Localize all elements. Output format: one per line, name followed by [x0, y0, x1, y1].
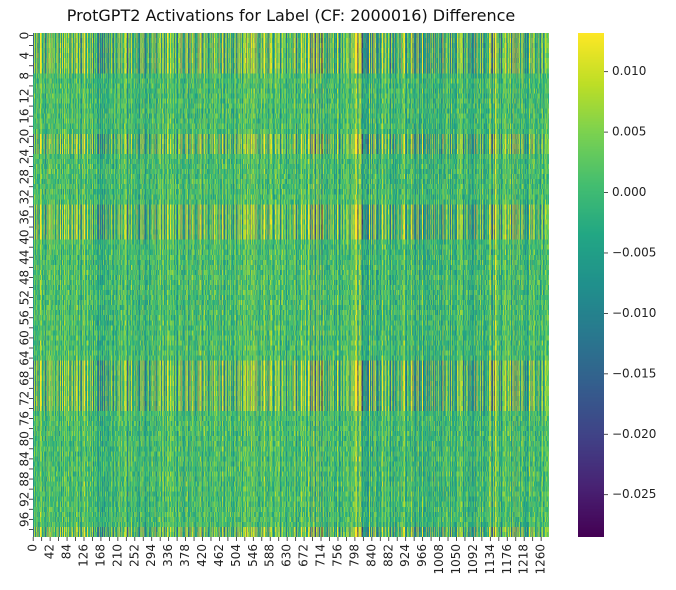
y-tick-label: 52: [18, 290, 32, 305]
y-tick-label: 92: [18, 492, 32, 507]
colorbar-tick-label: 0.000: [612, 185, 646, 199]
chart-title: ProtGPT2 Activations for Label (CF: 2000…: [66, 6, 516, 25]
y-tick-label: 36: [18, 209, 32, 224]
colorbar-tick-label: 0.005: [612, 125, 646, 139]
colorbar-tick-label: −0.025: [612, 487, 656, 501]
colorbar-tick-label: 0.010: [612, 64, 646, 78]
y-tick-label: 80: [18, 431, 32, 446]
y-tick-label: 48: [18, 270, 32, 285]
x-tick-label: 294: [144, 544, 158, 567]
x-tick-label: 126: [76, 544, 90, 567]
y-tick-label: 96: [18, 512, 32, 527]
y-tick-label: 68: [18, 371, 32, 386]
x-tick-label: 672: [297, 544, 311, 567]
y-axis-ticks: 0481216202428323640444852566064687276808…: [18, 32, 33, 530]
y-tick-label: 4: [18, 52, 32, 60]
x-tick-label: 420: [195, 544, 209, 567]
heatmap-plot-area: [33, 33, 549, 537]
x-tick-label: 630: [280, 544, 294, 567]
y-tick-label: 40: [18, 229, 32, 244]
y-tick-label: 12: [18, 88, 32, 103]
x-tick-label: 1050: [449, 544, 463, 575]
x-tick-label: 798: [347, 544, 361, 567]
x-tick-label: 378: [178, 544, 192, 567]
x-tick-label: 966: [415, 544, 429, 567]
x-tick-label: 882: [381, 544, 395, 567]
y-tick-label: 8: [18, 72, 32, 80]
x-tick-label: 252: [127, 544, 141, 567]
x-tick-label: 924: [398, 544, 412, 567]
y-tick-label: 64: [18, 350, 32, 365]
x-tick-label: 84: [60, 544, 74, 559]
x-tick-label: 336: [161, 544, 175, 567]
x-tick-label: 1008: [432, 544, 446, 575]
y-tick-label: 0: [18, 32, 32, 40]
y-tick-label: 32: [18, 189, 32, 204]
x-tick-label: 0: [26, 544, 40, 552]
colorbar-tick-label: −0.010: [612, 306, 656, 320]
y-tick-label: 44: [18, 250, 32, 265]
y-tick-label: 72: [18, 391, 32, 406]
x-axis-ticks: 0 42 84 126 168 210 252 294 336 378 420 462 504 546 58…: [26, 537, 548, 575]
colorbar-tick-label: −0.005: [612, 245, 656, 259]
colorbar: [578, 33, 604, 537]
colorbar-tick-label: −0.020: [612, 427, 656, 441]
y-tick-label: 16: [18, 109, 32, 124]
x-tick-label: 840: [364, 544, 378, 567]
x-tick-label: 42: [43, 544, 57, 559]
y-tick-label: 76: [18, 411, 32, 426]
y-tick-label: 84: [18, 451, 32, 466]
x-tick-label: 714: [314, 544, 328, 567]
x-tick-label: 1218: [517, 544, 531, 575]
y-tick-label: 24: [18, 149, 32, 164]
x-tick-label: 1092: [466, 544, 480, 575]
x-tick-label: 756: [330, 544, 344, 567]
y-tick-label: 56: [18, 310, 32, 325]
x-tick-label: 168: [93, 544, 107, 567]
x-tick-label: 588: [263, 544, 277, 567]
x-tick-label: 1134: [483, 544, 497, 575]
x-tick-label: 210: [110, 544, 124, 567]
x-tick-label: 504: [229, 544, 243, 567]
y-tick-label: 28: [18, 169, 32, 184]
x-tick-label: 462: [212, 544, 226, 567]
y-tick-label: 88: [18, 471, 32, 486]
colorbar-tick-label: −0.015: [612, 366, 656, 380]
colorbar-ticks: 0.010 0.005 0.000 −0.005 −0.010 −0.015 −0.020 −…: [604, 64, 656, 501]
y-tick-label: 20: [18, 129, 32, 144]
x-tick-label: 1176: [500, 544, 514, 575]
y-tick-label: 60: [18, 330, 32, 345]
x-tick-label: 1260: [534, 544, 548, 575]
x-tick-label: 546: [246, 544, 260, 567]
